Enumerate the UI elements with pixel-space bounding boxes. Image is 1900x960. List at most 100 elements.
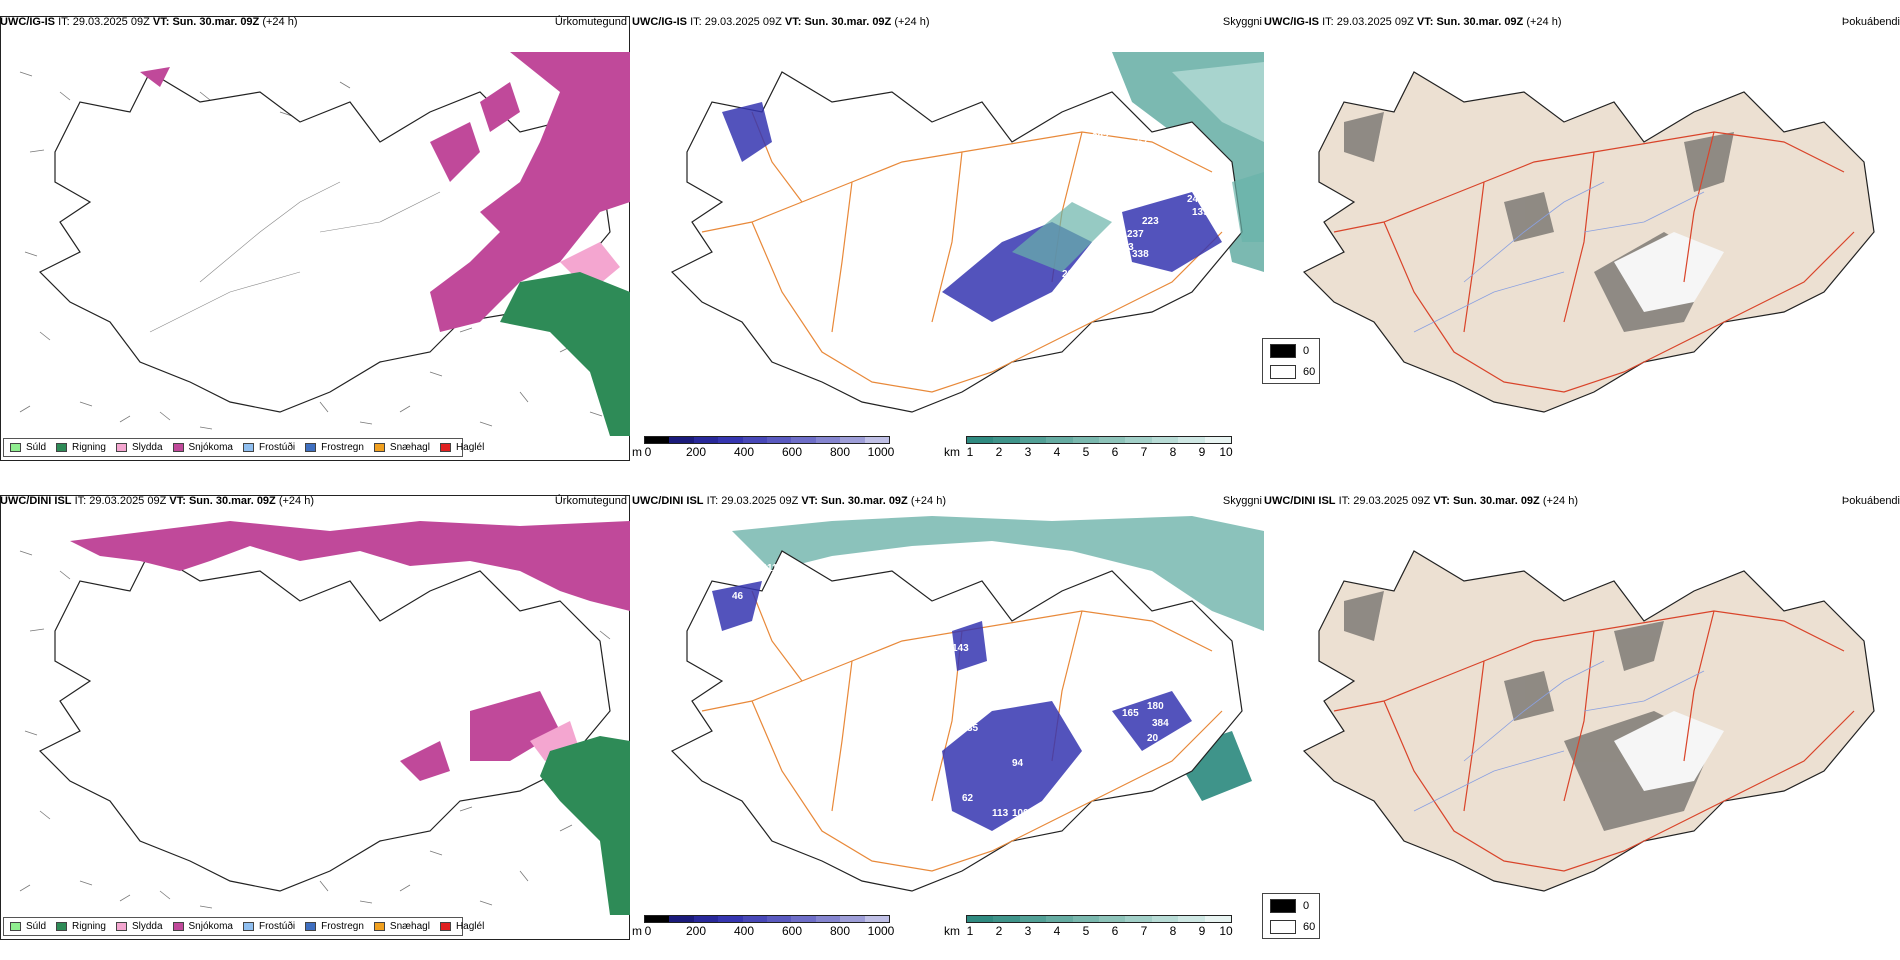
colorbar-tick: 10	[1219, 924, 1233, 938]
station-label: 401	[1102, 249, 1119, 260]
station-label: 67	[1137, 137, 1149, 148]
low-cloud-area	[712, 581, 1192, 831]
road-network	[701, 590, 1223, 872]
visibility-colorbar: km 1 2 3 4 5 6 7 8 9 10	[944, 915, 1234, 945]
colorbar-tick: 8	[1169, 445, 1177, 459]
colorbar-tick: 8	[1169, 924, 1177, 938]
panel-header: UWC/IG-IS IT: 29.03.2025 09Z VT: Sun. 30…	[632, 16, 930, 28]
precip-type-legend: Súld Rigning Slydda Snjókoma Frostúði Fr…	[3, 917, 484, 936]
panel-header: UWC/IG-IS IT: 29.03.2025 09Z VT: Sun. 30…	[1264, 16, 1562, 28]
colorbar-tick: 4	[1053, 445, 1061, 459]
iceland-outline	[670, 71, 1243, 413]
station-label: 237	[1127, 229, 1144, 240]
precip-type-legend: Súld Rigning Slydda Snjókoma Frostúði Fr…	[3, 438, 484, 457]
panel-title: Þokuábendi	[1841, 495, 1900, 507]
terrain-height-colorbar: m 0 200 400 600 800 1000	[632, 436, 894, 466]
glacier-white	[1614, 711, 1724, 791]
legend-swatch	[305, 443, 317, 452]
colorbar-tick: 400	[733, 924, 755, 938]
colorbar-tick: 0	[644, 924, 652, 938]
station-label: 143	[952, 643, 969, 654]
visibility-map: 46 111 143 288 165 279 180 384 20 62 94 …	[670, 516, 1264, 892]
colorbar-tick: 2	[995, 924, 1003, 938]
visibility-map: 24 103 923 67 245 139 223 237 343 206 43…	[670, 52, 1264, 413]
station-label: 430	[1087, 259, 1104, 270]
visibility-panel-row1: UWC/IG-IS IT: 29.03.2025 09Z VT: Sun. 30…	[632, 16, 1264, 481]
colorbar-tick: 400	[733, 445, 755, 459]
station-label: 165	[1122, 708, 1139, 719]
precip-map	[19, 521, 630, 915]
panel-title: Skyggni	[1222, 495, 1262, 507]
legend-swatch	[439, 922, 451, 931]
snow-area	[70, 521, 630, 611]
legend-item: Snjókoma	[172, 921, 233, 932]
station-label: 111	[762, 563, 778, 574]
wind-barbs	[19, 550, 611, 909]
legend-item: Haglél	[439, 442, 484, 453]
colorbar-strip	[644, 436, 890, 444]
legend-item: Frostúði	[242, 442, 295, 453]
terrain-height-colorbar: m 0 200 400 600 800 1000	[632, 915, 894, 945]
station-label: 139	[1192, 207, 1209, 218]
colorbar-unit: m	[632, 924, 642, 938]
colorbar-strip	[966, 436, 1232, 444]
colorbar-tick: 9	[1198, 924, 1206, 938]
wind-barbs	[19, 71, 613, 430]
fog-scale-legend-row2: 0 60	[1262, 893, 1320, 939]
legend-item: Frostregn	[305, 921, 364, 932]
panel-title: Þokuábendi	[1841, 16, 1900, 28]
station-label: 24	[732, 69, 744, 80]
station-label: 288	[1102, 718, 1119, 729]
colorbar-tick: 10	[1219, 445, 1233, 459]
panel-title: Úrkomutegund	[554, 16, 627, 28]
legend-swatch	[172, 443, 184, 452]
legend-item: Frostúði	[242, 921, 295, 932]
rain-area	[500, 272, 630, 436]
station-label: 94	[1012, 758, 1024, 769]
station-label: 279	[1087, 733, 1104, 744]
precip-type-panel-row2: UWC/DINI ISL IT: 29.03.2025 09Z VT: Sun.…	[0, 495, 632, 960]
iceland-outline	[38, 550, 611, 892]
legend-item: Rigning	[56, 921, 106, 932]
colorbar-tick: 2	[995, 445, 1003, 459]
station-label: 206	[1062, 269, 1079, 280]
station-label: 109	[1012, 808, 1029, 819]
snow-area	[430, 52, 630, 332]
precip-map	[19, 52, 630, 436]
low-vis-land	[1012, 172, 1264, 272]
fog-scale-swatch	[1270, 365, 1296, 379]
colorbar-tick: 5	[1082, 445, 1090, 459]
station-label: 223	[1142, 216, 1159, 227]
colorbar-tick: 800	[829, 924, 851, 938]
station-label: 62	[962, 793, 974, 804]
fog-scale-swatch	[1270, 344, 1296, 358]
panel-title: Skyggni	[1222, 16, 1262, 28]
rivers	[1413, 660, 1705, 812]
colorbar-tick: 7	[1140, 924, 1148, 938]
iceland-land	[1302, 71, 1875, 413]
colorbar-tick: 1	[966, 445, 974, 459]
colorbar-tick: 3	[1024, 924, 1032, 938]
panel-title: Úrkomutegund	[554, 495, 627, 507]
colorbar-tick: 0	[644, 445, 652, 459]
colorbar-tick: 1	[966, 924, 974, 938]
low-vis-sea-light	[1172, 62, 1264, 142]
visibility-colorbar: km 1 2 3 4 5 6 7 8 9 10	[944, 436, 1234, 466]
colorbar-tick: 7	[1140, 445, 1148, 459]
colorbar-tick: 200	[685, 445, 707, 459]
fog-map	[1302, 71, 1875, 413]
legend-item: Snæhagl	[373, 442, 430, 453]
station-label: 245	[1187, 194, 1204, 205]
legend-swatch	[439, 443, 451, 452]
station-label: 180	[1147, 701, 1164, 712]
low-vis-sea	[732, 516, 1264, 631]
legend-item: Súld	[10, 921, 46, 932]
colorbar-unit: km	[944, 445, 960, 459]
colorbar-tick: 600	[781, 445, 803, 459]
sleet-area	[560, 242, 620, 292]
legend-swatch	[56, 443, 68, 452]
legend-swatch	[115, 922, 127, 931]
colorbar-tick: 6	[1111, 445, 1119, 459]
panel-header: UWC/DINI ISL IT: 29.03.2025 09Z VT: Sun.…	[0, 495, 315, 507]
fog-scale-legend-row1: 0 60	[1262, 338, 1320, 384]
